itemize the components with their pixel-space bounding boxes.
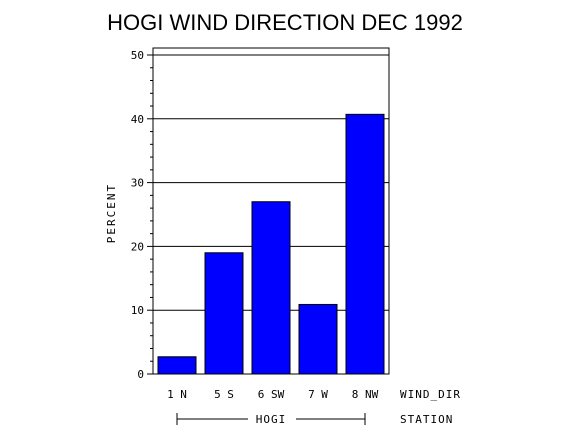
x-tick-label: 5 S — [214, 388, 234, 401]
x-axis-name: WIND_DIR — [400, 388, 461, 401]
x-tick-label: 1 N — [167, 388, 187, 401]
bars — [157, 113, 385, 375]
bar — [345, 113, 385, 375]
chart-title: HOGI WIND DIRECTION DEC 1992 — [107, 10, 463, 35]
plot-frame — [152, 47, 390, 375]
y-axis-ticks: 0 10 20 30 40 50 — [131, 49, 153, 381]
x-tick-label: 6 SW — [258, 388, 285, 401]
y-tick-label: 50 — [131, 49, 144, 62]
y-tick-label: 10 — [131, 304, 144, 317]
bar — [298, 303, 338, 375]
y-tick-label: 40 — [131, 113, 144, 126]
y-tick-label: 20 — [131, 240, 144, 253]
y-tick-label: 30 — [131, 177, 144, 190]
y-axis-label: PERCENT — [105, 183, 118, 243]
x-tick-label: 8 NW — [352, 388, 379, 401]
x-axis-labels: 1 N 5 S 6 SW 7 W 8 NW — [167, 388, 379, 401]
bar — [251, 201, 291, 375]
x-tick-label: 7 W — [308, 388, 328, 401]
bar — [157, 356, 197, 375]
group-axis-name: STATION — [400, 413, 453, 426]
group-label: HOGI — [256, 413, 287, 426]
y-tick-label: 0 — [137, 368, 144, 381]
bar — [204, 252, 244, 375]
